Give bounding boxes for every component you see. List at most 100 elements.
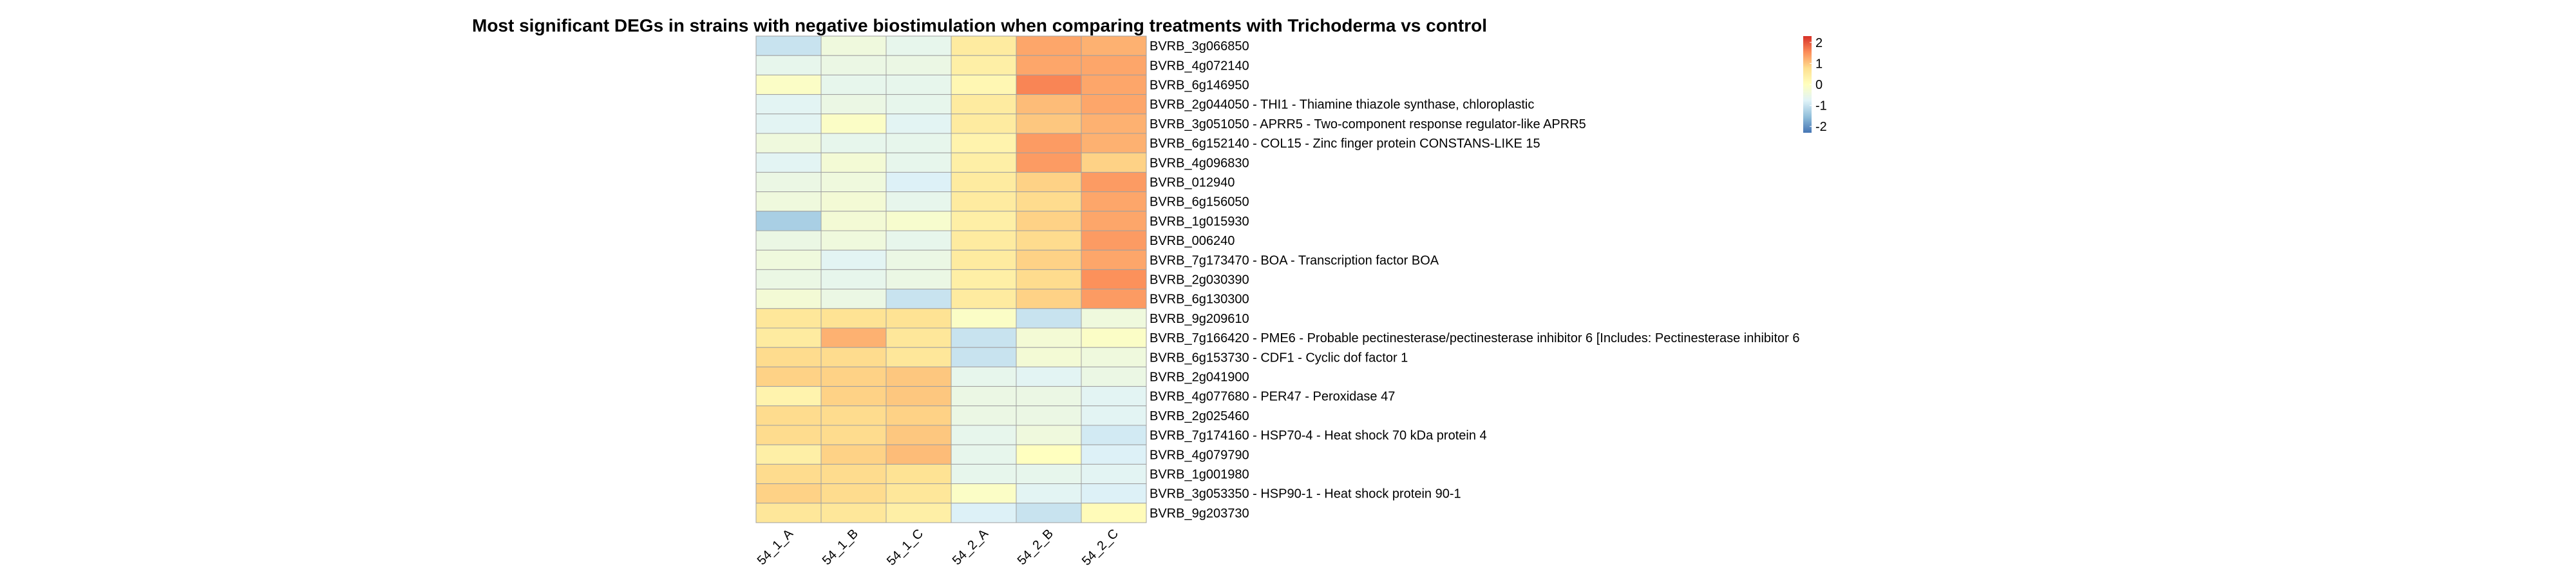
heatmap-cell [820, 463, 887, 485]
row-label: BVRB_4g072140 [1150, 59, 1249, 73]
heatmap-cell [755, 133, 822, 153]
heatmap-cell [1081, 366, 1147, 387]
heatmap-cell [1016, 503, 1082, 523]
heatmap-cell [1081, 347, 1147, 367]
heatmap-cell [951, 327, 1017, 348]
heatmap-cell [1016, 94, 1082, 115]
heatmap-cell [820, 211, 887, 231]
heatmap-cells [755, 35, 1147, 523]
heatmap-cell [886, 327, 952, 348]
heatmap-cell [1081, 230, 1147, 251]
heatmap-cell [820, 386, 887, 407]
heatmap-cell [951, 386, 1017, 407]
heatmap-cell [1081, 152, 1147, 173]
heatmap-cell [951, 289, 1017, 309]
legend-tick-label: 1 [1815, 57, 1823, 71]
heatmap-cell [1016, 191, 1082, 212]
heatmap-cell [755, 463, 822, 485]
heatmap-cell [755, 74, 822, 95]
column-label: 54_1_C [884, 527, 926, 568]
color-legend: 2 1 0 -1 -2 [1803, 36, 1827, 134]
column-labels: 54_1_A 54_1_B 54_1_C 54_2_A 54_2_B 54_2_C [755, 527, 1121, 569]
column-label: 54_2_A [950, 527, 992, 568]
heatmap-cell [820, 94, 887, 115]
heatmap-cell [886, 171, 952, 193]
heatmap-cell [1016, 483, 1082, 504]
heatmap-cell [1081, 171, 1147, 193]
column-label: 54_1_B [820, 527, 861, 568]
row-label: BVRB_7g174160 - HSP70-4 - Heat shock 70 … [1150, 429, 1487, 443]
heatmap-cell [755, 94, 822, 115]
heatmap-cell [1081, 211, 1147, 231]
heatmap-cell [886, 444, 952, 465]
heatmap-cell [1081, 249, 1147, 270]
row-label: BVRB_2g025460 [1150, 409, 1249, 423]
heatmap-cell [1081, 503, 1147, 523]
heatmap-cell [886, 211, 952, 231]
heatmap-cell [755, 327, 822, 348]
heatmap-cell [951, 425, 1017, 445]
heatmap-cell [755, 55, 822, 75]
row-label: BVRB_6g153730 - CDF1 - Cyclic dof factor… [1150, 351, 1408, 365]
heatmap-cell [886, 230, 952, 251]
heatmap-cell [820, 289, 887, 309]
heatmap-cell [1016, 463, 1082, 485]
heatmap-cell [755, 347, 822, 367]
row-label: BVRB_4g079790 [1150, 448, 1249, 462]
row-label: BVRB_3g066850 [1150, 39, 1249, 53]
heatmap-cell [886, 366, 952, 387]
heatmap-cell [820, 425, 887, 445]
heatmap-cell [820, 444, 887, 465]
heatmap-cell [755, 191, 822, 212]
heatmap-cell [1016, 425, 1082, 445]
heatmap-cell [951, 249, 1017, 270]
heatmap-cell [886, 133, 952, 153]
heatmap-cell [951, 74, 1017, 95]
heatmap-cell [1016, 211, 1082, 231]
row-label: BVRB_2g041900 [1150, 371, 1249, 385]
legend-tick-label: -1 [1815, 99, 1827, 113]
row-label: BVRB_1g015930 [1150, 215, 1249, 229]
heatmap-cell [820, 269, 887, 290]
row-label: BVRB_6g152140 - COL15 - Zinc finger prot… [1150, 137, 1540, 151]
column-label: 54_2_B [1015, 527, 1056, 568]
heatmap-cell [1081, 463, 1147, 485]
heatmap-cell [1016, 55, 1082, 75]
heatmap-cell [1016, 289, 1082, 309]
heatmap-cell [755, 503, 822, 523]
heatmap-cell [886, 249, 952, 270]
row-label: BVRB_7g166420 - PME6 - Probable pectines… [1150, 331, 1799, 345]
heatmap-cell [755, 386, 822, 407]
row-label: BVRB_3g051050 - APRR5 - Two-component re… [1150, 117, 1586, 131]
heatmap-cell [1016, 444, 1082, 465]
heatmap-cell [886, 463, 952, 485]
legend-tick-label: 2 [1815, 36, 1823, 50]
heatmap-cell [1081, 35, 1147, 56]
heatmap-cell [1016, 171, 1082, 193]
heatmap-cell [755, 425, 822, 445]
heatmap-cell [755, 113, 822, 134]
heatmap-cell [951, 503, 1017, 523]
heatmap-cell [1016, 327, 1082, 348]
heatmap-cell [755, 405, 822, 426]
heatmap-cell [886, 425, 952, 445]
heatmap-cell [886, 269, 952, 290]
row-label: BVRB_2g030390 [1150, 273, 1249, 287]
heatmap-cell [951, 366, 1017, 387]
row-label: BVRB_4g077680 - PER47 - Peroxidase 47 [1150, 390, 1395, 404]
heatmap-cell [951, 230, 1017, 251]
heatmap-cell [951, 94, 1017, 115]
heatmap-cell [951, 171, 1017, 193]
heatmap-cell [1016, 35, 1082, 56]
heatmap-cell [886, 483, 952, 504]
heatmap-cell [886, 74, 952, 95]
heatmap-cell [951, 35, 1017, 56]
heatmap-cell [951, 308, 1017, 329]
heatmap-cell [951, 463, 1017, 485]
heatmap-cell [1081, 327, 1147, 348]
heatmap-cell [951, 133, 1017, 153]
row-label: BVRB_3g053350 - HSP90-1 - Heat shock pro… [1150, 487, 1461, 501]
column-label: 54_2_C [1079, 527, 1121, 568]
heatmap-cell [886, 386, 952, 407]
heatmap-cell [886, 503, 952, 523]
